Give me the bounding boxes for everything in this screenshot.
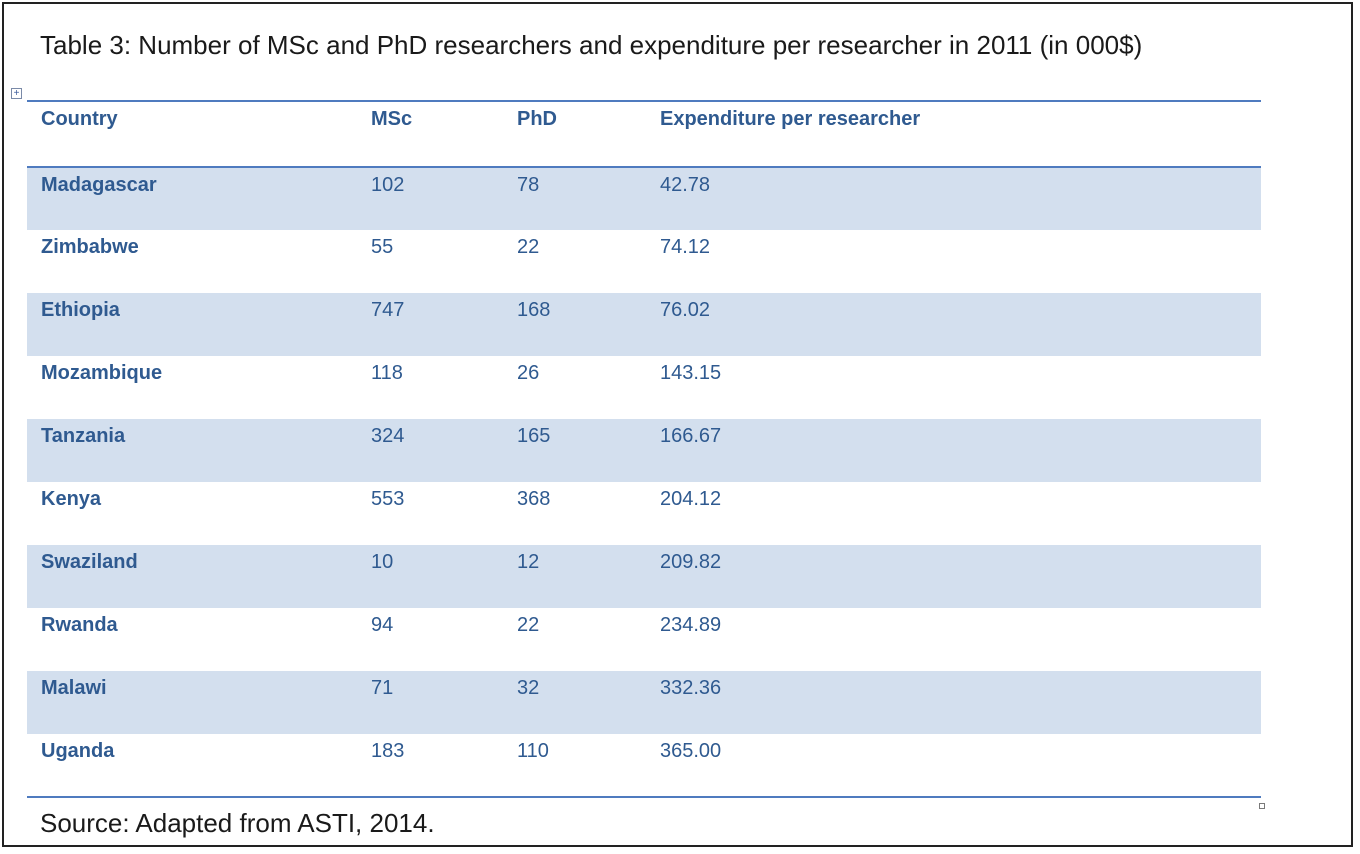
phd-cell: 368 <box>517 488 551 510</box>
table-row: Ethiopia 747 168 76.02 <box>27 293 1261 356</box>
resize-handle-icon[interactable] <box>1259 803 1265 809</box>
header-phd: PhD <box>503 100 646 168</box>
expenditure-cell: 42.78 <box>660 174 711 196</box>
expenditure-cell: 365.00 <box>646 734 1261 798</box>
country-cell: Swaziland <box>41 551 138 573</box>
country-cell: Tanzania <box>41 425 126 447</box>
expenditure-cell: 74.12 <box>660 236 711 258</box>
source-note: Source: Adapted from ASTI, 2014. <box>40 808 435 838</box>
msc-cell: 183 <box>357 734 503 798</box>
msc-cell: 747 <box>371 299 405 321</box>
country-cell: Mozambique <box>41 362 163 384</box>
table-row: Uganda 183 110 365.00 <box>27 734 1261 798</box>
header-msc: MSc <box>357 100 503 168</box>
country-cell: Madagascar <box>41 174 157 196</box>
expenditure-cell: 143.15 <box>660 362 722 384</box>
researchers-table: Country MSc PhD Expenditure per research… <box>27 100 1261 798</box>
header-expenditure: Expenditure per researcher <box>646 100 1261 168</box>
table-row: Madagascar 102 78 42.78 <box>27 167 1261 230</box>
phd-cell: 168 <box>517 299 551 321</box>
table-row: Zimbabwe 55 22 74.12 <box>27 230 1261 293</box>
phd-cell: 12 <box>517 551 540 573</box>
table-header-row: Country MSc PhD Expenditure per research… <box>27 100 1261 168</box>
msc-cell: 324 <box>371 425 405 447</box>
table-row: Tanzania 324 165 166.67 <box>27 419 1261 482</box>
expenditure-cell: 76.02 <box>660 299 711 321</box>
expenditure-cell: 166.67 <box>660 425 722 447</box>
country-cell: Kenya <box>41 488 102 510</box>
msc-cell: 102 <box>371 174 405 196</box>
phd-cell: 26 <box>517 362 540 384</box>
country-cell: Zimbabwe <box>41 236 139 258</box>
msc-cell: 94 <box>371 614 394 636</box>
expenditure-cell: 332.36 <box>660 677 722 699</box>
header-country: Country <box>27 100 357 168</box>
expenditure-cell: 209.82 <box>660 551 722 573</box>
table-caption: Table 3: Number of MSc and PhD researche… <box>40 30 1143 60</box>
phd-cell: 32 <box>517 677 540 699</box>
phd-cell: 110 <box>503 734 646 798</box>
move-handle-icon[interactable]: + <box>11 88 22 99</box>
table-row: Malawi 71 32 332.36 <box>27 671 1261 734</box>
msc-cell: 10 <box>371 551 394 573</box>
msc-cell: 55 <box>371 236 394 258</box>
table-row: Kenya 553 368 204.12 <box>27 482 1261 545</box>
table-row: Swaziland 10 12 209.82 <box>27 545 1261 608</box>
phd-cell: 22 <box>517 236 540 258</box>
country-cell: Ethiopia <box>41 299 120 321</box>
country-cell: Rwanda <box>41 614 118 636</box>
country-cell: Malawi <box>41 677 107 699</box>
phd-cell: 22 <box>517 614 540 636</box>
msc-cell: 71 <box>371 677 394 699</box>
table-row: Rwanda 94 22 234.89 <box>27 608 1261 671</box>
phd-cell: 165 <box>517 425 551 447</box>
table-row: Mozambique 118 26 143.15 <box>27 356 1261 419</box>
expenditure-cell: 234.89 <box>660 614 722 636</box>
msc-cell: 118 <box>371 362 403 384</box>
msc-cell: 553 <box>371 488 405 510</box>
phd-cell: 78 <box>517 174 540 196</box>
expenditure-cell: 204.12 <box>660 488 722 510</box>
country-cell: Uganda <box>27 734 357 798</box>
